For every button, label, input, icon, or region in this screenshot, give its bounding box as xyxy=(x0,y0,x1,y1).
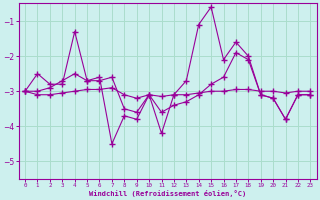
X-axis label: Windchill (Refroidissement éolien,°C): Windchill (Refroidissement éolien,°C) xyxy=(89,190,246,197)
